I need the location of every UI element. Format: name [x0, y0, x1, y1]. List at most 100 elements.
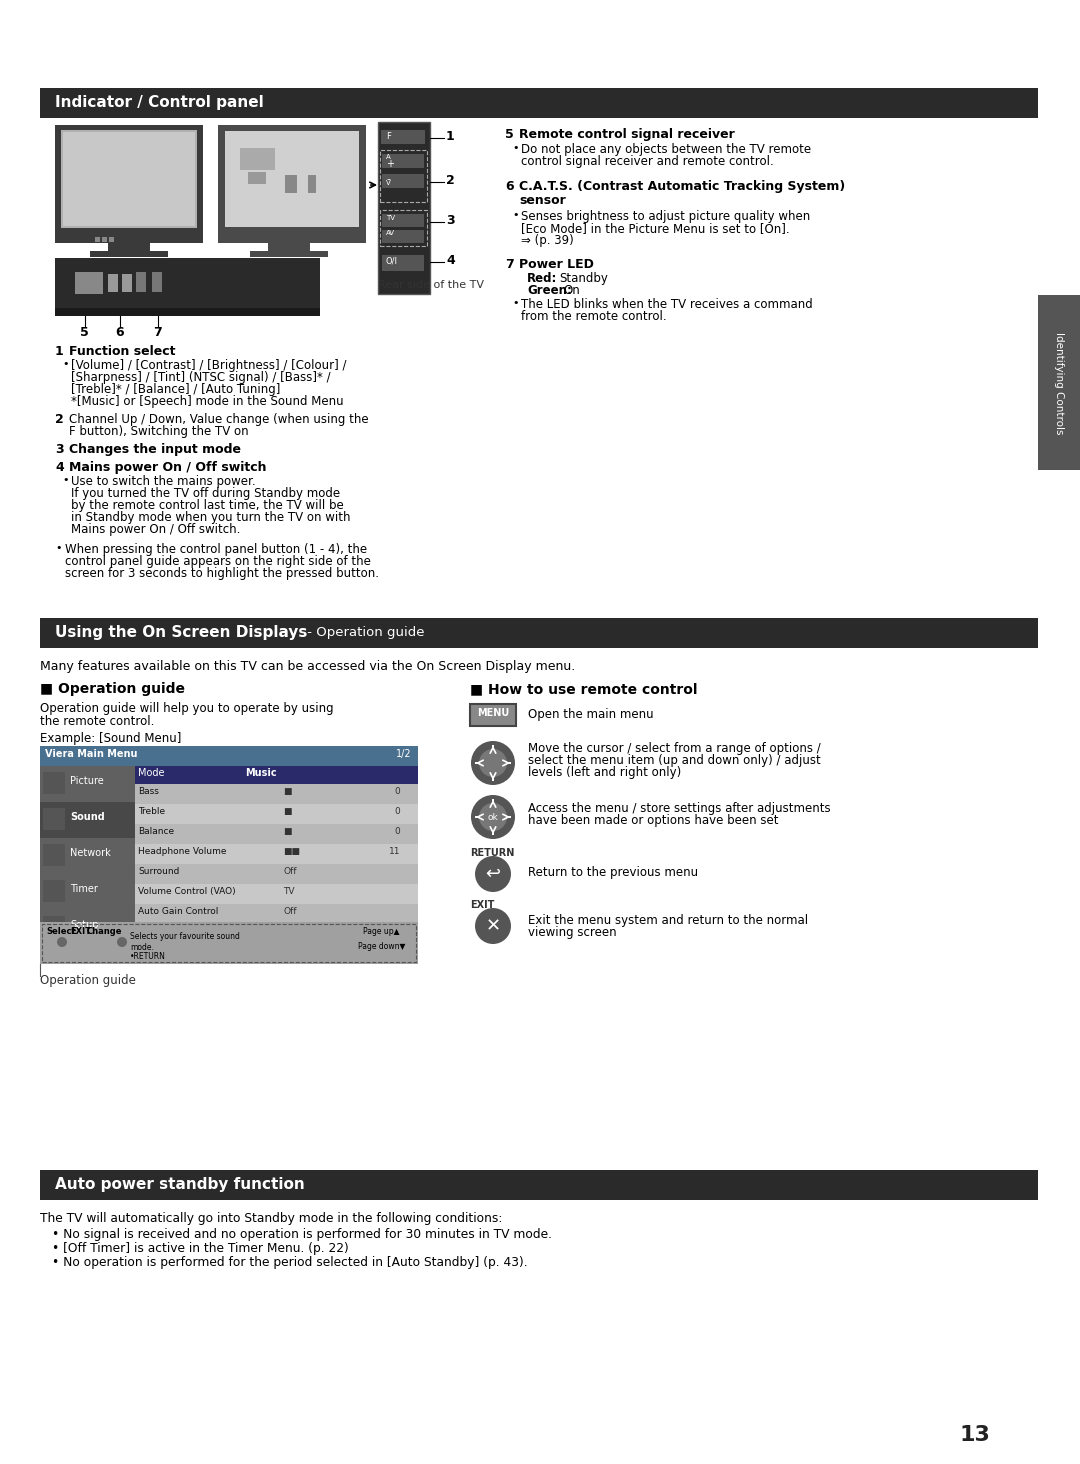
Bar [55, 258, 320, 307]
Text: Standby: Standby [559, 272, 608, 285]
Text: 6: 6 [505, 180, 514, 193]
Text: •: • [512, 143, 518, 154]
Text: Viera Main Menu: Viera Main Menu [45, 750, 137, 758]
Text: control panel guide appears on the right side of the: control panel guide appears on the right… [65, 555, 370, 568]
Text: [Treble]* / [Balance] / [Auto Tuning]: [Treble]* / [Balance] / [Auto Tuning] [71, 384, 281, 395]
Bar [382, 230, 424, 243]
Bar [380, 209, 427, 246]
Text: The TV will automatically go into Standby mode in the following conditions:: The TV will automatically go into Standb… [40, 1212, 502, 1225]
Circle shape [471, 741, 515, 785]
Bar [95, 237, 100, 242]
Text: Using the On Screen Displays: Using the On Screen Displays [55, 625, 308, 640]
Bar [135, 884, 418, 903]
Text: F: F [386, 132, 391, 141]
Text: select the menu item (up and down only) / adjust: select the menu item (up and down only) … [528, 754, 821, 767]
Text: Sound: Sound [70, 813, 105, 821]
Text: ■: ■ [283, 788, 292, 796]
Text: O/I: O/I [384, 256, 397, 265]
Circle shape [471, 795, 515, 839]
Text: 0: 0 [394, 788, 400, 796]
Text: •: • [512, 299, 518, 307]
Text: On: On [563, 284, 580, 297]
Text: •: • [62, 359, 68, 369]
Text: [Volume] / [Contrast] / [Brightness] / [Colour] /: [Volume] / [Contrast] / [Brightness] / [… [71, 359, 347, 372]
Text: 6: 6 [114, 326, 123, 340]
Bar [40, 766, 135, 963]
Text: Remote control signal receiver: Remote control signal receiver [519, 127, 734, 141]
Text: ↩: ↩ [485, 865, 500, 883]
Text: Timer: Timer [70, 884, 98, 895]
Text: [Sharpness] / [Tint] (NTSC signal) / [Bass]* /: [Sharpness] / [Tint] (NTSC signal) / [Ba… [71, 370, 330, 384]
Text: Power LED: Power LED [519, 258, 594, 271]
Circle shape [117, 937, 127, 947]
Text: Changes the input mode: Changes the input mode [69, 444, 241, 455]
Circle shape [57, 937, 67, 947]
Circle shape [480, 802, 507, 832]
Text: ⇒ (p. 39): ⇒ (p. 39) [521, 234, 573, 247]
Bar [55, 307, 320, 316]
Bar [248, 171, 266, 184]
Bar [40, 747, 418, 963]
Text: ■ How to use remote control: ■ How to use remote control [470, 682, 698, 695]
Text: C.A.T.S. (Contrast Automatic Tracking System): C.A.T.S. (Contrast Automatic Tracking Sy… [519, 180, 846, 193]
Text: Open the main menu: Open the main menu [528, 709, 653, 720]
Text: EXIT: EXIT [470, 900, 495, 911]
Bar [1038, 296, 1080, 470]
Bar [108, 274, 118, 291]
Text: A: A [386, 154, 391, 160]
Bar [382, 255, 424, 271]
Text: •RETURN: •RETURN [130, 952, 166, 960]
Bar [135, 766, 418, 963]
Bar [135, 785, 418, 804]
Text: Select: Select [46, 927, 76, 935]
Bar [108, 243, 150, 250]
Bar [102, 237, 107, 242]
Text: Balance: Balance [138, 827, 174, 836]
Text: Mains power On / Off switch: Mains power On / Off switch [69, 461, 267, 474]
Bar [135, 766, 418, 785]
Bar [43, 845, 65, 867]
Bar [43, 772, 65, 793]
Text: Treble: Treble [138, 807, 165, 815]
Text: mode.: mode. [130, 943, 153, 952]
Text: 0: 0 [394, 807, 400, 815]
Text: 3: 3 [446, 214, 455, 227]
Text: Example: [Sound Menu]: Example: [Sound Menu] [40, 732, 181, 745]
Text: Mains power On / Off switch.: Mains power On / Off switch. [71, 523, 241, 536]
Text: Page down▼: Page down▼ [357, 941, 405, 952]
Bar [40, 1170, 1038, 1200]
Bar [40, 618, 1038, 649]
Bar [90, 250, 168, 258]
Text: Headphone Volume: Headphone Volume [138, 848, 227, 856]
Circle shape [475, 908, 511, 944]
Bar [249, 250, 328, 258]
Text: Mode: Mode [138, 769, 164, 777]
Bar [152, 272, 162, 291]
Text: 13: 13 [959, 1424, 990, 1445]
Bar [382, 214, 424, 227]
Text: 4: 4 [446, 253, 455, 266]
Text: sensor: sensor [519, 195, 566, 206]
Bar [43, 916, 65, 938]
Bar [60, 130, 197, 228]
Text: Network: Network [70, 848, 111, 858]
Text: 2: 2 [446, 174, 455, 187]
Bar [55, 124, 203, 243]
Text: Use to switch the mains power.: Use to switch the mains power. [71, 474, 256, 488]
Text: TV: TV [386, 215, 395, 221]
Bar [378, 122, 430, 294]
Text: Senses brightness to adjust picture quality when: Senses brightness to adjust picture qual… [521, 209, 810, 223]
Bar [122, 274, 132, 291]
Bar [43, 880, 65, 902]
Text: ✕: ✕ [485, 916, 500, 935]
Text: Operation guide: Operation guide [40, 974, 136, 987]
Text: *[Music] or [Speech] mode in the Sound Menu: *[Music] or [Speech] mode in the Sound M… [71, 395, 343, 408]
Text: F button), Switching the TV on: F button), Switching the TV on [69, 425, 248, 438]
Text: MENU: MENU [477, 709, 509, 717]
Bar [135, 845, 418, 864]
Bar [40, 88, 1038, 119]
Text: Change: Change [87, 927, 122, 935]
Text: If you turned the TV off during Standby mode: If you turned the TV off during Standby … [71, 488, 340, 501]
Text: -: - [386, 174, 390, 184]
Text: 1: 1 [55, 346, 64, 359]
